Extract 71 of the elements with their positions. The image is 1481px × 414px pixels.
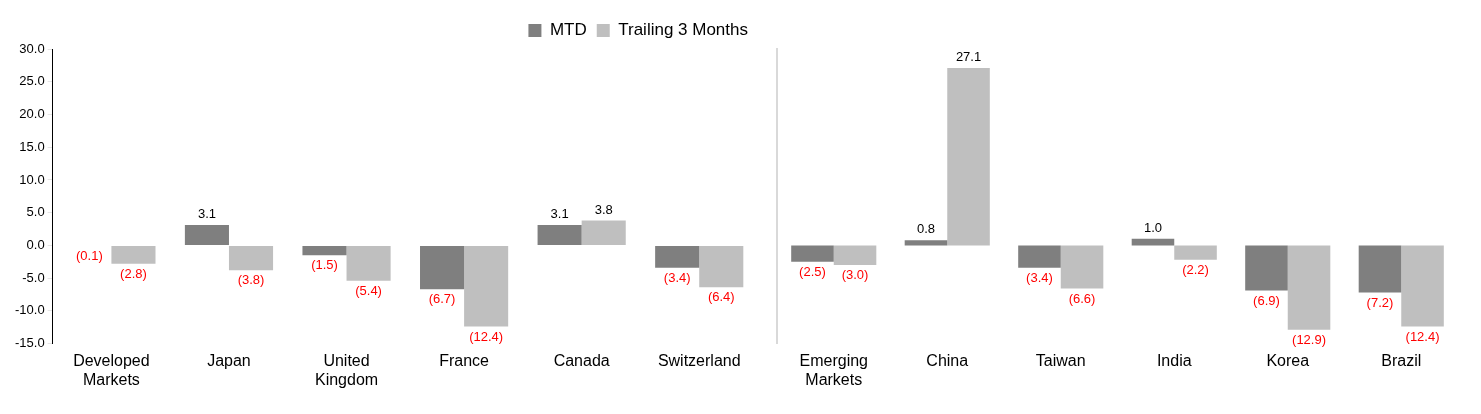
legend-label: Trailing 3 Months	[618, 20, 749, 40]
data-label: (2.8)	[120, 265, 147, 281]
y-tick-label: 15.0	[19, 138, 45, 154]
legend-label: MTD	[549, 20, 587, 40]
data-label: (12.4)	[1405, 328, 1440, 344]
bar	[346, 245, 391, 281]
data-label: (6.6)	[1068, 290, 1096, 306]
bar	[228, 245, 274, 271]
data-label: (2.5)	[799, 263, 826, 279]
data-label: (6.4)	[707, 289, 735, 305]
bar	[1060, 245, 1104, 289]
data-label: (2.2)	[1182, 261, 1209, 277]
y-tick-label: 5.0	[26, 204, 45, 220]
x-tick-label: Taiwan	[1035, 351, 1086, 369]
data-label: (3.8)	[237, 272, 265, 288]
bar	[581, 220, 626, 245]
data-label: 1.0	[1143, 219, 1163, 235]
x-tick-label: Emerging Markets	[799, 351, 868, 388]
y-tick-label: -10.0	[14, 302, 45, 318]
bar	[791, 245, 834, 262]
data-label: (3.4)	[663, 269, 691, 285]
y-tick-label: 30.0	[19, 40, 45, 56]
x-tick-label: Canada	[553, 351, 610, 369]
y-tick-label: 10.0	[19, 171, 45, 187]
bar	[1131, 238, 1175, 246]
bar	[1401, 245, 1444, 327]
data-label: 3.1	[550, 206, 569, 222]
data-label: (1.5)	[311, 257, 338, 273]
bar	[833, 245, 877, 266]
data-label: (5.4)	[355, 282, 382, 298]
data-label: (12.9)	[1292, 331, 1327, 347]
data-label: 0.8	[916, 221, 936, 237]
data-label: (6.9)	[1253, 292, 1280, 308]
bar	[302, 245, 347, 256]
y-tick-label: 20.0	[19, 106, 45, 122]
y-tick-label: -15.0	[14, 335, 45, 351]
y-tick-label: 0.0	[26, 236, 45, 252]
x-tick-label: Switzerland	[657, 351, 741, 369]
bar	[464, 245, 509, 327]
bar	[1358, 245, 1402, 293]
bar	[184, 225, 229, 245]
data-label: (3.0)	[841, 267, 869, 283]
bar	[1245, 245, 1288, 291]
data-label: (7.2)	[1366, 294, 1394, 310]
x-tick-label: United Kingdom	[314, 351, 379, 388]
data-label: (6.7)	[428, 291, 456, 307]
bar	[537, 225, 582, 245]
bar	[904, 240, 948, 246]
bar	[111, 245, 156, 264]
data-label: (12.4)	[469, 328, 504, 344]
data-label: 27.1	[955, 49, 982, 65]
data-label: (0.1)	[76, 248, 103, 264]
x-tick-label: India	[1156, 351, 1192, 369]
x-tick-label: Korea	[1266, 351, 1310, 369]
bar	[947, 67, 990, 246]
bar	[699, 245, 744, 288]
bar	[420, 245, 465, 290]
x-tick-label: France	[439, 351, 490, 369]
data-label: (3.4)	[1026, 269, 1053, 285]
y-tick-label: 25.0	[19, 73, 45, 89]
bar	[655, 245, 700, 268]
x-tick-label: Japan	[207, 351, 251, 369]
x-tick-label: Brazil	[1381, 351, 1422, 369]
bar	[1287, 245, 1331, 330]
data-label: 3.8	[594, 201, 613, 217]
data-label: 3.1	[197, 206, 216, 222]
y-tick-label: -5.0	[22, 269, 45, 285]
x-tick-label: China	[926, 351, 969, 369]
bar	[1174, 245, 1217, 260]
bar	[1018, 245, 1061, 268]
x-tick-label: Developed Markets	[73, 351, 150, 388]
